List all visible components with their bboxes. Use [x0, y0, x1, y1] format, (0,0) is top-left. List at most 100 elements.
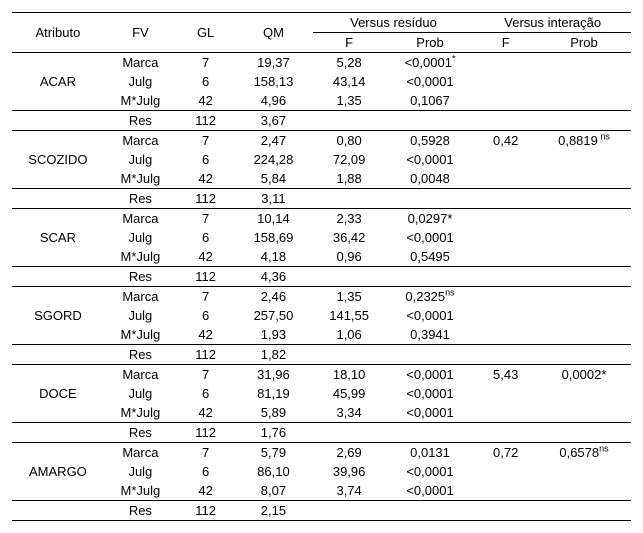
- cell-prob-res: 0,5495: [386, 247, 475, 267]
- cell-gl: 42: [177, 247, 234, 267]
- cell-f-res: [313, 423, 386, 443]
- cell-empty: [537, 345, 631, 365]
- cell-f-res: 1,06: [313, 325, 386, 345]
- table-row: Res1123,67: [12, 111, 631, 131]
- cell-fv: Marca: [104, 209, 177, 229]
- cell-qm: 4,96: [234, 91, 312, 111]
- cell-gl: 112: [177, 189, 234, 209]
- cell-f-res: 72,09: [313, 150, 386, 169]
- cell-prob-int: [537, 287, 631, 307]
- cell-f-res: 0,80: [313, 131, 386, 151]
- cell-gl: 7: [177, 443, 234, 463]
- table-row: Julg681,1945,99<0,0001: [12, 384, 631, 403]
- cell-f-res: 45,99: [313, 384, 386, 403]
- table-row: M*Julg425,893,34<0,0001: [12, 403, 631, 423]
- cell-gl: 7: [177, 287, 234, 307]
- table-row: Res1123,11: [12, 189, 631, 209]
- cell-gl: 6: [177, 150, 234, 169]
- cell-empty: [537, 247, 631, 267]
- table-row: M*Julg425,841,880,0048: [12, 169, 631, 189]
- cell-gl: 42: [177, 481, 234, 501]
- table-row: M*Julg424,961,350,1067: [12, 91, 631, 111]
- col-qm: QM: [234, 13, 312, 53]
- cell-qm: 5,89: [234, 403, 312, 423]
- cell-empty: [474, 72, 537, 91]
- cell-empty: [474, 384, 537, 403]
- cell-fv: Res: [104, 267, 177, 287]
- cell-prob-res: [386, 111, 475, 131]
- cell-f-res: 1,35: [313, 287, 386, 307]
- cell-prob-res: [386, 501, 475, 521]
- cell-f-res: 0,96: [313, 247, 386, 267]
- table-row: Julg6158,6936,42<0,0001: [12, 228, 631, 247]
- cell-fv: Marca: [104, 443, 177, 463]
- cell-prob-res: 0,3941: [386, 325, 475, 345]
- table-row: SGORDMarca72,461,350,2325ns: [12, 287, 631, 307]
- table-row: M*Julg421,931,060,3941: [12, 325, 631, 345]
- cell-empty: [474, 150, 537, 169]
- cell-prob-res: <0,0001: [386, 403, 475, 423]
- cell-fv: Marca: [104, 53, 177, 73]
- table-row: Res1122,15: [12, 501, 631, 521]
- col-prob-int: Prob: [537, 33, 631, 53]
- cell-empty: [537, 228, 631, 247]
- cell-fv: Julg: [104, 150, 177, 169]
- cell-gl: 42: [177, 169, 234, 189]
- cell-qm: 2,47: [234, 131, 312, 151]
- attr-cell: SCAR: [12, 209, 104, 267]
- cell-f-res: 36,42: [313, 228, 386, 247]
- cell-gl: 7: [177, 365, 234, 385]
- cell-qm: 1,76: [234, 423, 312, 443]
- cell-prob-res: <0,0001: [386, 306, 475, 325]
- cell-f-int: [474, 287, 537, 307]
- cell-gl: 7: [177, 209, 234, 229]
- cell-qm: 158,13: [234, 72, 312, 91]
- table-row: M*Julg428,073,74<0,0001: [12, 481, 631, 501]
- table-row: DOCEMarca731,9618,10<0,00015,430,0002*: [12, 365, 631, 385]
- cell-f-res: 2,69: [313, 443, 386, 463]
- table-body: ACARMarca719,375,28<0,0001*Julg6158,1343…: [12, 53, 631, 521]
- cell-f-res: [313, 267, 386, 287]
- cell-qm: 19,37: [234, 53, 312, 73]
- table-row: M*Julg424,180,960,5495: [12, 247, 631, 267]
- cell-prob-int: [537, 209, 631, 229]
- table-row: ACARMarca719,375,28<0,0001*: [12, 53, 631, 73]
- col-atributo: Atributo: [12, 13, 104, 53]
- cell-f-int: 0,42: [474, 131, 537, 151]
- col-prob-res: Prob: [386, 33, 475, 53]
- cell-f-int: [474, 53, 537, 73]
- cell-gl: 42: [177, 325, 234, 345]
- cell-fv: Marca: [104, 287, 177, 307]
- table-row: AMARGOMarca75,792,690,01310,720,6578ns: [12, 443, 631, 463]
- col-f-int: F: [474, 33, 537, 53]
- cell-f-int: [474, 209, 537, 229]
- cell-fv: Julg: [104, 72, 177, 91]
- cell-empty: [537, 325, 631, 345]
- table-row: Res1121,76: [12, 423, 631, 443]
- cell-prob-res: 0,1067: [386, 91, 475, 111]
- cell-fv: M*Julg: [104, 91, 177, 111]
- cell-empty: [537, 501, 631, 521]
- cell-empty: [537, 481, 631, 501]
- cell-f-res: 1,35: [313, 91, 386, 111]
- cell-f-res: [313, 189, 386, 209]
- cell-prob-int: [537, 53, 631, 73]
- attr-cell: SGORD: [12, 287, 104, 345]
- cell-empty: [474, 501, 537, 521]
- cell-prob-res: 0,0297*: [386, 209, 475, 229]
- cell-prob-res: <0,0001: [386, 481, 475, 501]
- cell-fv: Julg: [104, 228, 177, 247]
- cell-qm: 158,69: [234, 228, 312, 247]
- cell-qm: 5,84: [234, 169, 312, 189]
- cell-prob-int: 0,6578ns: [537, 443, 631, 463]
- cell-qm: 1,82: [234, 345, 312, 365]
- cell-f-int: 5,43: [474, 365, 537, 385]
- cell-prob-int: 0,8819 ns: [537, 131, 631, 151]
- cell-fv: Marca: [104, 365, 177, 385]
- cell-fv: Res: [104, 345, 177, 365]
- cell-prob-res: <0,0001: [386, 72, 475, 91]
- table-row: Julg6158,1343,14<0,0001: [12, 72, 631, 91]
- cell-f-res: [313, 111, 386, 131]
- cell-empty: [474, 189, 537, 209]
- cell-empty: [537, 267, 631, 287]
